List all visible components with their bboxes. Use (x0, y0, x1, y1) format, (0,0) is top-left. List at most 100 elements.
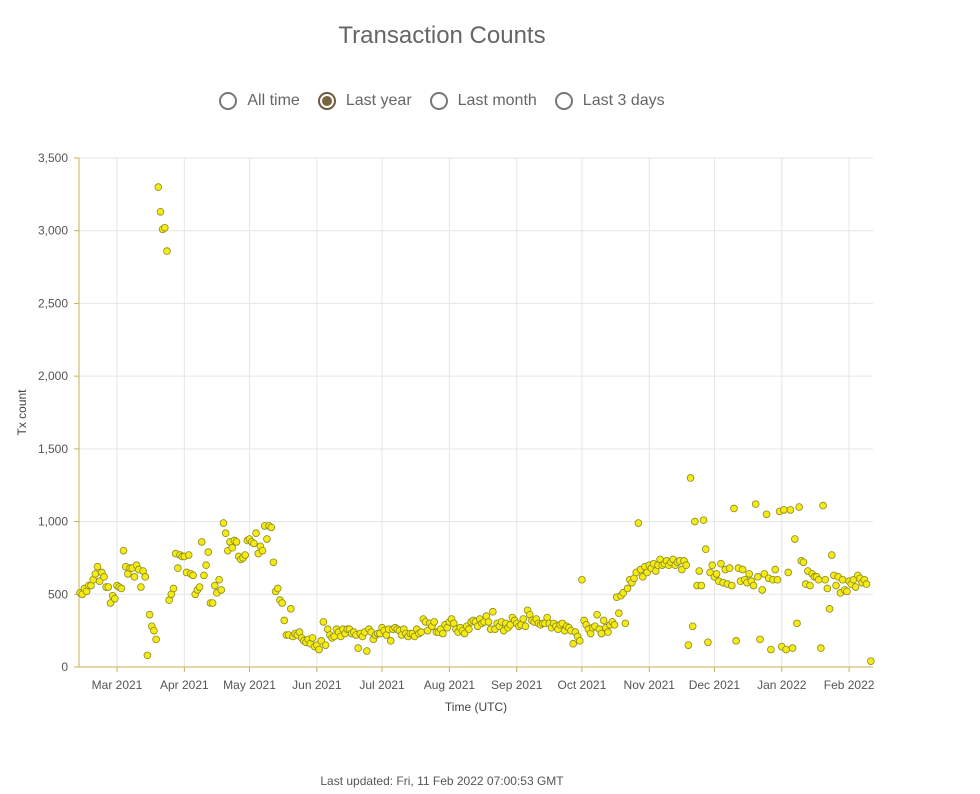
x-tick-label: Jan 2022 (757, 678, 807, 692)
data-point (269, 558, 278, 567)
data-point (751, 500, 760, 508)
time-range-selector: All time Last year Last month Last 3 day… (0, 92, 884, 110)
data-point (197, 538, 206, 546)
data-point (790, 535, 799, 543)
data-point (793, 619, 801, 628)
data-point (161, 224, 169, 232)
data-point (569, 639, 578, 648)
radio-button-icon[interactable] (554, 92, 573, 110)
x-tick-label: Oct 2021 (558, 678, 607, 692)
data-point (575, 637, 584, 645)
data-point (717, 559, 725, 568)
data-point (771, 565, 780, 574)
data-point (174, 564, 182, 572)
data-point (773, 575, 782, 584)
data-point (788, 644, 797, 652)
data-point (111, 594, 119, 603)
data-point (745, 570, 753, 578)
radio-button-icon[interactable] (317, 92, 336, 110)
data-point (215, 575, 223, 584)
data-point (319, 618, 328, 626)
data-point (697, 581, 706, 590)
data-point (704, 638, 712, 647)
data-point (604, 628, 612, 636)
data-point (195, 583, 204, 591)
data-point (686, 474, 695, 482)
chart-title: Transaction Counts (338, 22, 546, 49)
radio-button-icon[interactable] (219, 92, 238, 110)
x-tick-label: May 2021 (223, 678, 276, 692)
data-point (143, 651, 152, 660)
range-option-last-year[interactable]: Last year (317, 92, 412, 110)
range-label: Last year (345, 92, 412, 109)
y-tick-label: 2,000 (38, 369, 68, 383)
data-point (843, 587, 851, 596)
data-point (308, 634, 317, 642)
x-tick-label: Sep 2021 (491, 678, 543, 692)
data-point (780, 506, 788, 514)
y-tick-label: 3,500 (38, 151, 68, 165)
range-option-last-3-days[interactable]: Last 3 days (554, 92, 665, 110)
data-point (250, 539, 258, 548)
data-point (691, 517, 699, 526)
data-point (578, 575, 586, 584)
data-point (154, 183, 163, 191)
data-point (263, 535, 271, 543)
data-point (767, 645, 775, 654)
data-point (228, 543, 236, 552)
range-option-last-month[interactable]: Last month (429, 92, 537, 110)
data-point (489, 607, 497, 616)
data-point (782, 645, 790, 654)
data-point (727, 581, 736, 590)
data-point (615, 609, 623, 617)
data-point (169, 584, 178, 593)
x-tick-label: Jun 2021 (292, 678, 342, 692)
x-tick-label: Jul 2021 (359, 678, 405, 692)
data-point (241, 551, 249, 559)
data-point (762, 510, 771, 519)
data-point (386, 637, 395, 645)
data-point (862, 580, 871, 588)
data-point (623, 584, 632, 593)
data-point (141, 573, 150, 581)
y-tick-label: 1,000 (38, 515, 68, 529)
data-point (200, 571, 208, 580)
y-tick-label: 3,000 (38, 224, 68, 238)
data-point (823, 584, 832, 593)
y-tick-label: 0 (61, 660, 68, 674)
data-point (210, 581, 219, 590)
data-point (189, 571, 197, 580)
data-point (682, 561, 690, 569)
data-point (597, 629, 606, 638)
data-point (278, 599, 286, 607)
radio-button-icon[interactable] (429, 92, 448, 110)
data-point (439, 629, 447, 638)
x-tick-label: Feb 2022 (824, 678, 875, 692)
data-point (701, 545, 710, 554)
y-tick-label: 2,500 (38, 296, 68, 310)
y-tick-label: 1,500 (38, 442, 68, 456)
data-point (100, 573, 108, 581)
data-point (152, 635, 160, 644)
data-point (521, 622, 530, 631)
data-point (519, 615, 528, 623)
data-point (688, 622, 697, 631)
data-point (104, 583, 113, 591)
data-point (799, 558, 808, 567)
data-point (217, 586, 226, 594)
data-point (599, 616, 608, 625)
data-point (465, 625, 473, 633)
data-point (219, 519, 228, 527)
range-option-all-time[interactable]: All time (219, 92, 300, 110)
data-point (754, 573, 762, 581)
data-point (354, 644, 362, 652)
data-point (756, 635, 764, 644)
data-point (725, 564, 734, 572)
data-point (786, 506, 795, 514)
x-tick-label: Mar 2021 (92, 678, 143, 692)
data-point (695, 567, 704, 575)
data-point (621, 619, 630, 628)
data-point (91, 570, 100, 578)
data-point (827, 551, 836, 559)
x-tick-label: Aug 2021 (424, 678, 476, 692)
